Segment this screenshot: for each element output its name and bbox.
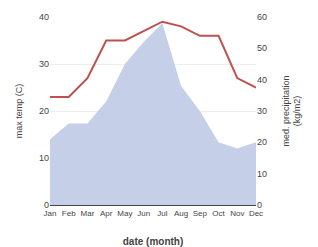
svg-text:Sep: Sep [193, 209, 208, 218]
svg-text:May: May [117, 209, 132, 218]
svg-text:Dec: Dec [249, 209, 263, 218]
svg-text:Nov: Nov [230, 209, 244, 218]
svg-text:40: 40 [39, 12, 49, 22]
svg-text:30: 30 [39, 59, 49, 69]
svg-text:Apr: Apr [100, 209, 113, 218]
svg-text:0: 0 [44, 200, 49, 210]
svg-text:20: 20 [257, 137, 267, 147]
svg-text:Mar: Mar [81, 209, 95, 218]
svg-text:60: 60 [257, 12, 267, 22]
svg-text:Feb: Feb [62, 209, 76, 218]
svg-text:0: 0 [257, 200, 262, 210]
svg-text:Aug: Aug [174, 209, 188, 218]
svg-text:Oct: Oct [212, 209, 225, 218]
svg-text:max temp (C): max temp (C) [14, 84, 24, 139]
svg-text:50: 50 [257, 43, 267, 53]
svg-text:date (month): date (month) [123, 236, 184, 247]
svg-text:30: 30 [257, 106, 267, 116]
svg-text:20: 20 [39, 106, 49, 116]
svg-text:Jan: Jan [44, 209, 57, 218]
svg-text:10: 10 [39, 153, 49, 163]
svg-text:Jun: Jun [137, 209, 150, 218]
svg-text:10: 10 [257, 169, 267, 179]
svg-text:40: 40 [257, 75, 267, 85]
svg-text:Jul: Jul [157, 209, 167, 218]
svg-text:med. precipitation(kg/m2): med. precipitation(kg/m2) [281, 75, 303, 146]
